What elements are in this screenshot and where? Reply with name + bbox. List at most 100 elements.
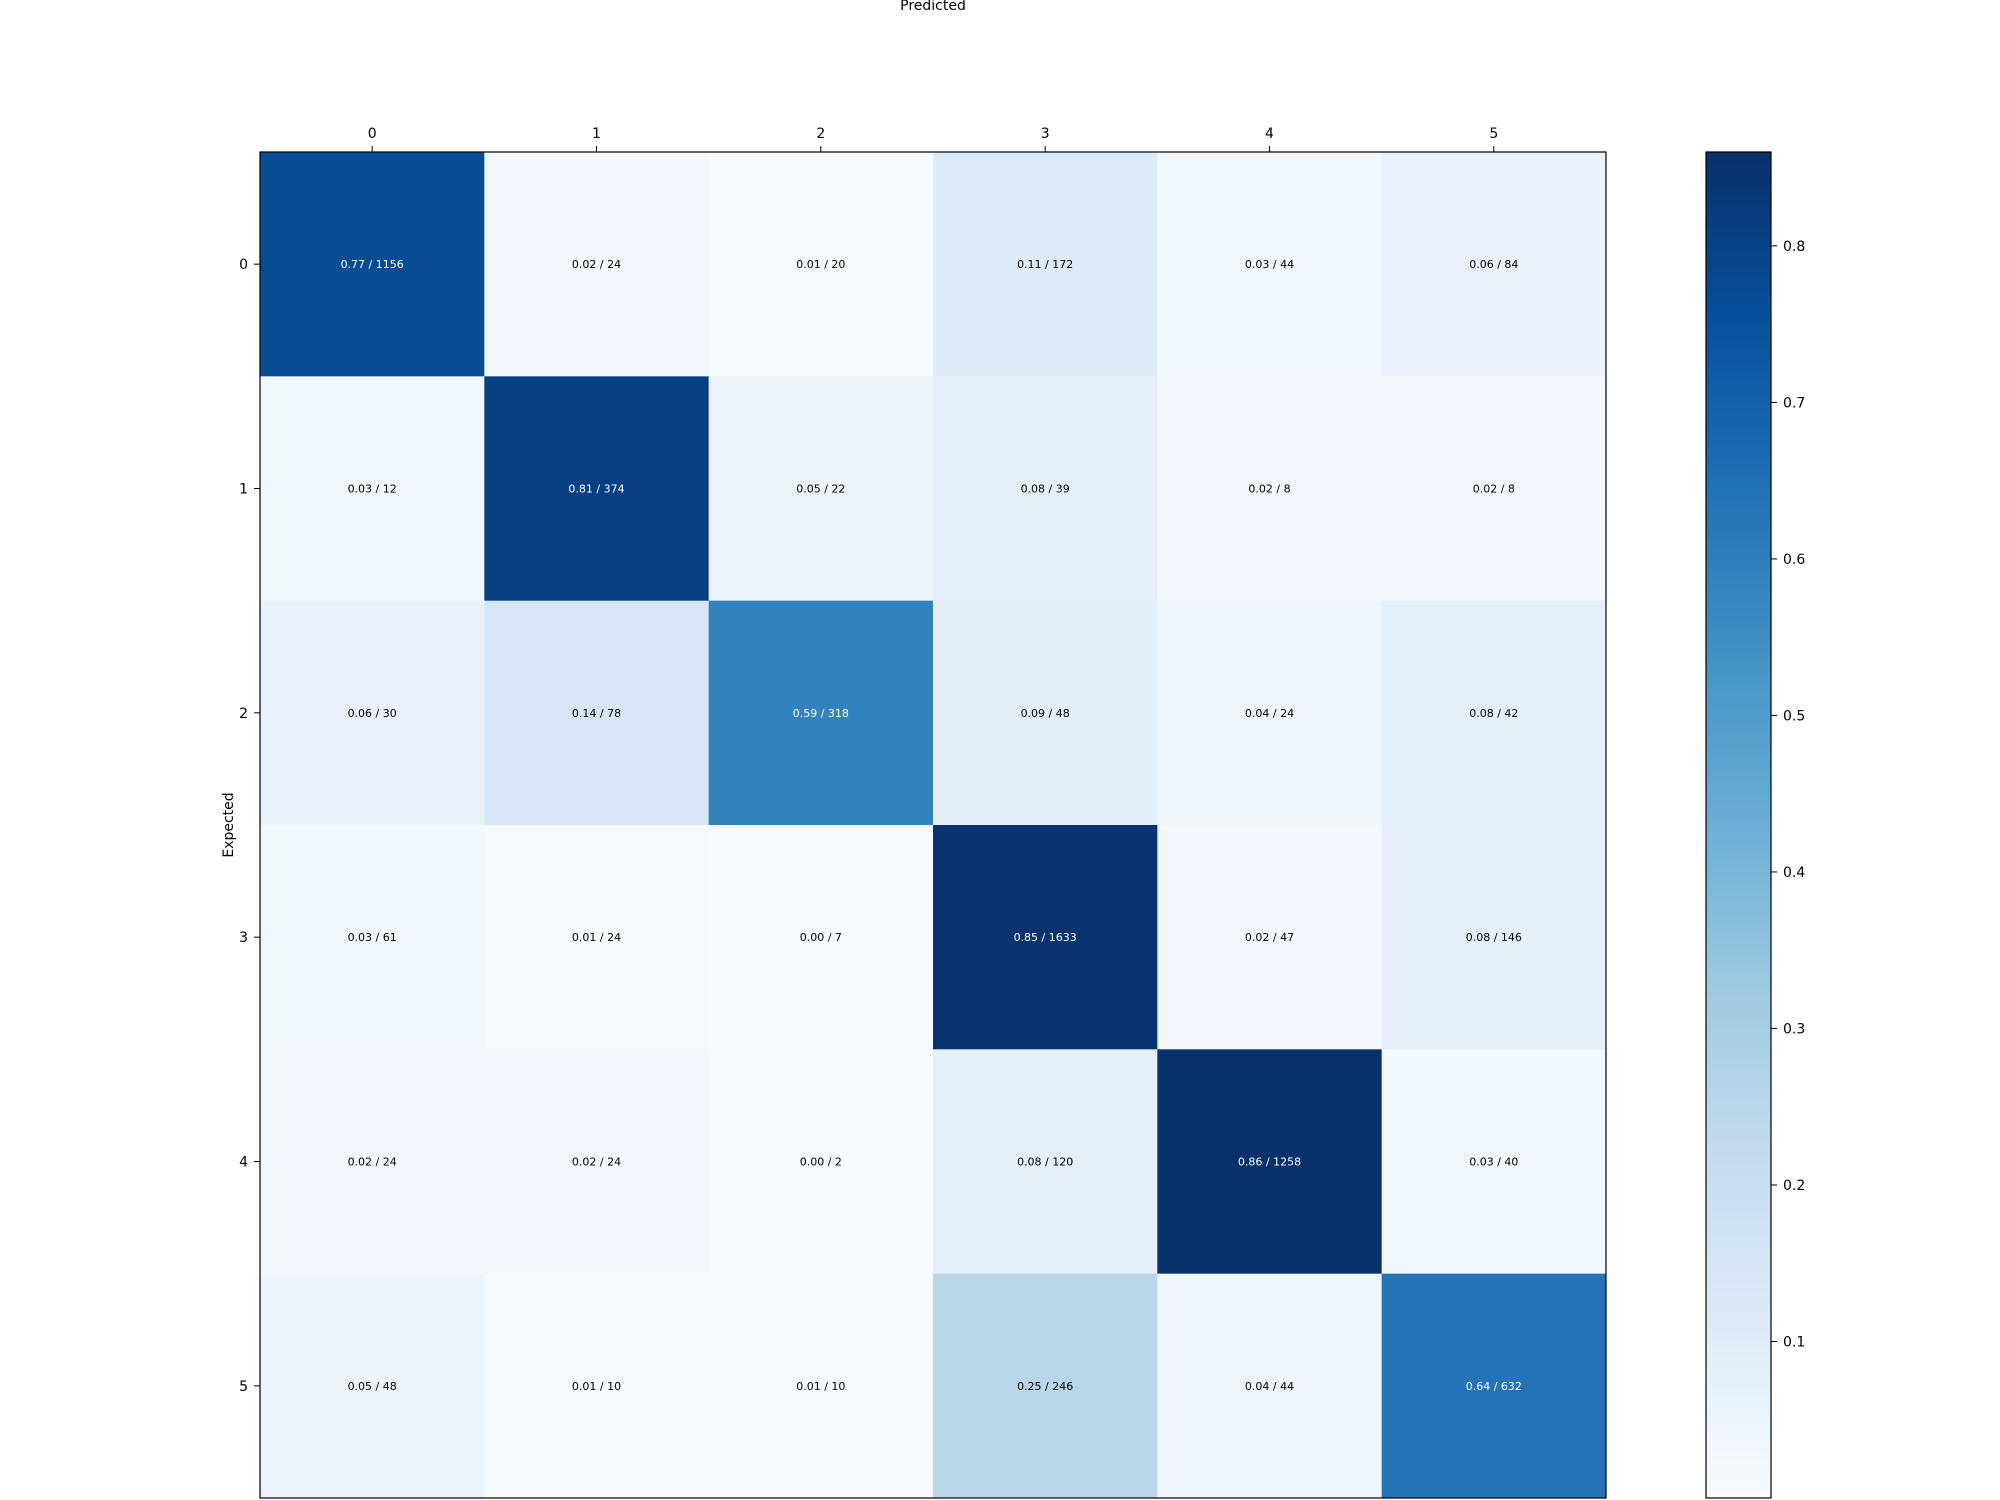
cell-value-label: 0.03 / 44	[1245, 258, 1294, 271]
cell-value-label: 0.04 / 24	[1245, 707, 1294, 720]
cell-value-label: 0.59 / 318	[793, 707, 849, 720]
heatmap-cell	[933, 376, 1158, 602]
cell-value-label: 0.08 / 42	[1469, 707, 1518, 720]
heatmap-cell	[484, 376, 710, 602]
heatmap-cell	[708, 825, 934, 1050]
heatmap-cell	[1157, 376, 1383, 602]
cell-value-label: 0.02 / 8	[1248, 483, 1290, 496]
colorbar-tick-label: 0.2	[1783, 1178, 1805, 1194]
cell-value-label: 0.14 / 78	[572, 707, 621, 720]
heatmap-cell	[708, 1049, 934, 1275]
y-tick-label: 2	[239, 706, 248, 722]
cell-value-label: 0.08 / 146	[1466, 931, 1522, 944]
heatmap-cell	[260, 1049, 485, 1275]
cell-value-label: 0.03 / 40	[1469, 1156, 1518, 1169]
heatmap-cell	[708, 152, 934, 377]
heatmap-cell	[1381, 376, 1607, 602]
y-axis-label: Expected	[221, 792, 237, 857]
cell-value-label: 0.06 / 30	[348, 707, 397, 720]
y-tick-label: 0	[239, 257, 248, 273]
cell-value-label: 0.06 / 84	[1469, 258, 1518, 271]
x-tick-label: 4	[1265, 126, 1274, 142]
colorbar-tick-label: 0.5	[1783, 708, 1805, 724]
heatmap-cell	[1157, 600, 1383, 826]
heatmap-cell	[260, 825, 485, 1050]
heatmap-cell	[708, 1273, 934, 1499]
x-tick-label: 2	[816, 126, 825, 142]
heatmap-cell	[1381, 1049, 1607, 1275]
cell-value-label: 0.02 / 24	[572, 1156, 621, 1169]
heatmap-cells	[260, 152, 1607, 1499]
cell-value-label: 0.77 / 1156	[341, 258, 404, 271]
x-tick-label: 0	[368, 126, 377, 142]
heatmap-cell	[708, 600, 934, 826]
heatmap-cell	[1157, 1273, 1383, 1499]
heatmap-cell	[1157, 1049, 1383, 1275]
cell-value-label: 0.01 / 20	[796, 258, 845, 271]
y-tick-label: 4	[239, 1155, 248, 1171]
y-tick-label: 3	[239, 930, 248, 946]
colorbar-tick-label: 0.6	[1783, 552, 1805, 568]
cell-value-label: 0.08 / 39	[1021, 483, 1070, 496]
heatmap-cell	[1381, 1273, 1607, 1499]
heatmap-cell	[484, 600, 710, 826]
heatmap-cell	[484, 152, 710, 377]
heatmap-cell	[933, 600, 1158, 826]
cell-value-label: 0.01 / 10	[796, 1380, 845, 1393]
colorbar	[1705, 151, 1772, 1499]
cell-value-label: 0.03 / 61	[348, 931, 397, 944]
heatmap-cell	[1381, 600, 1607, 826]
heatmap-cell	[260, 376, 485, 602]
cell-value-label: 0.03 / 12	[348, 483, 397, 496]
cell-value-label: 0.02 / 24	[348, 1156, 397, 1169]
cell-value-label: 0.25 / 246	[1017, 1380, 1073, 1393]
cell-value-label: 0.05 / 22	[796, 483, 845, 496]
cell-value-label: 0.04 / 44	[1245, 1380, 1294, 1393]
heatmap-cell	[484, 1273, 710, 1499]
x-tick-label: 5	[1489, 126, 1498, 142]
colorbar-tick-label: 0.3	[1783, 1021, 1805, 1037]
cell-value-label: 0.05 / 48	[348, 1380, 397, 1393]
x-tick-label: 1	[592, 126, 601, 142]
heatmap-cell	[1381, 152, 1607, 377]
colorbar-ticks: 0.1 0.2 0.3 0.4 0.5 0.6 0.7 0.8	[1771, 239, 1805, 1350]
heatmap-cell	[260, 1273, 485, 1499]
cell-value-label: 0.00 / 2	[800, 1156, 842, 1169]
y-axis-ticks: 0 1 2 3 4 5	[239, 257, 260, 1395]
heatmap-cell	[484, 825, 710, 1050]
heatmap-cell	[933, 1049, 1158, 1275]
cell-value-label: 0.09 / 48	[1021, 707, 1070, 720]
y-tick-label: 5	[239, 1379, 248, 1395]
x-tick-label: 3	[1041, 126, 1050, 142]
cell-value-label: 0.85 / 1633	[1014, 931, 1077, 944]
cell-value-label: 0.01 / 24	[572, 931, 621, 944]
cell-value-label: 0.08 / 120	[1017, 1156, 1073, 1169]
cell-value-label: 0.02 / 47	[1245, 931, 1294, 944]
cell-value-label: 0.02 / 8	[1473, 483, 1515, 496]
y-tick-label: 1	[239, 482, 248, 498]
heatmap-cell	[484, 1049, 710, 1275]
x-axis-label: Predicted	[900, 0, 966, 14]
heatmap-cell	[1157, 825, 1383, 1050]
heatmap-cell	[933, 152, 1158, 377]
heatmap-cell-labels: 0.77 / 1156 0.02 / 24 0.01 / 20 0.11 / 172 0…	[341, 258, 1522, 1393]
cell-value-label: 0.86 / 1258	[1238, 1156, 1301, 1169]
heatmap-cell	[260, 600, 485, 826]
colorbar-tick-label: 0.8	[1783, 239, 1805, 255]
heatmap-cell	[260, 152, 485, 377]
cell-value-label: 0.11 / 172	[1017, 258, 1073, 271]
cell-value-label: 0.01 / 10	[572, 1380, 621, 1393]
plot-frame	[259, 151, 1607, 1499]
colorbar-tick-label: 0.7	[1783, 395, 1805, 411]
cell-value-label: 0.02 / 24	[572, 258, 621, 271]
cell-value-label: 0.81 / 374	[568, 483, 624, 496]
cell-value-label: 0.64 / 632	[1466, 1380, 1522, 1393]
heatmap-cell	[708, 376, 934, 602]
cell-value-label: 0.00 / 7	[800, 931, 842, 944]
colorbar-tick-label: 0.1	[1783, 1334, 1805, 1350]
heatmap-cell	[933, 825, 1158, 1050]
colorbar-tick-label: 0.4	[1783, 865, 1805, 881]
heatmap-cell	[933, 1273, 1158, 1499]
x-axis-ticks: 0 1 2 3 4 5	[368, 126, 1498, 152]
